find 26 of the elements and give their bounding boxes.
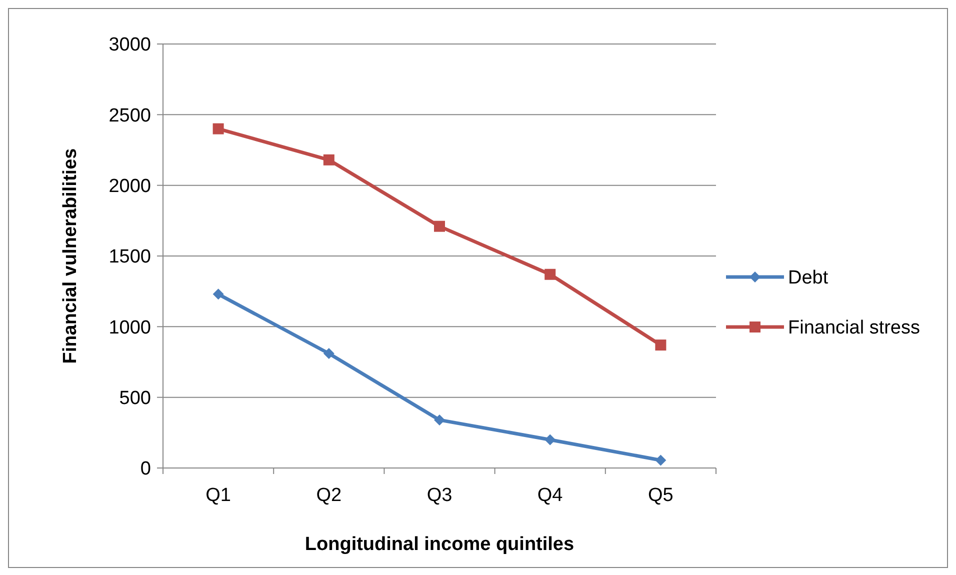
x-tick-label: Q3: [426, 485, 452, 506]
point: [655, 454, 666, 466]
y-tick-label: 1500: [108, 246, 151, 268]
y-axis-title: Financial vulnerabilities: [60, 148, 81, 364]
point: [655, 340, 666, 351]
point: [323, 348, 334, 360]
legend-label: Debt: [788, 268, 829, 289]
point: [544, 268, 556, 280]
legend-label: Financial stress: [788, 318, 920, 339]
y-tick-label: 500: [119, 388, 151, 409]
point: [212, 288, 224, 300]
x-tick-label: Q5: [648, 485, 674, 506]
y-tick-label: 3000: [108, 34, 151, 56]
point: [434, 414, 445, 426]
y-tick-label: 1000: [108, 317, 151, 338]
point: [323, 154, 334, 166]
x-tick-label: Q4: [537, 485, 564, 506]
y-tick-label: 0: [140, 458, 151, 480]
x-tick-label: Q1: [206, 485, 231, 506]
x-tick-label: Q2: [316, 485, 342, 506]
y-tick-label: 2500: [108, 105, 151, 126]
point: [212, 123, 224, 134]
point: [544, 434, 556, 446]
y-tick-label: 2000: [108, 176, 151, 197]
x-axis-title: Longitudinal income quintiles: [304, 534, 574, 555]
point: [434, 220, 445, 232]
